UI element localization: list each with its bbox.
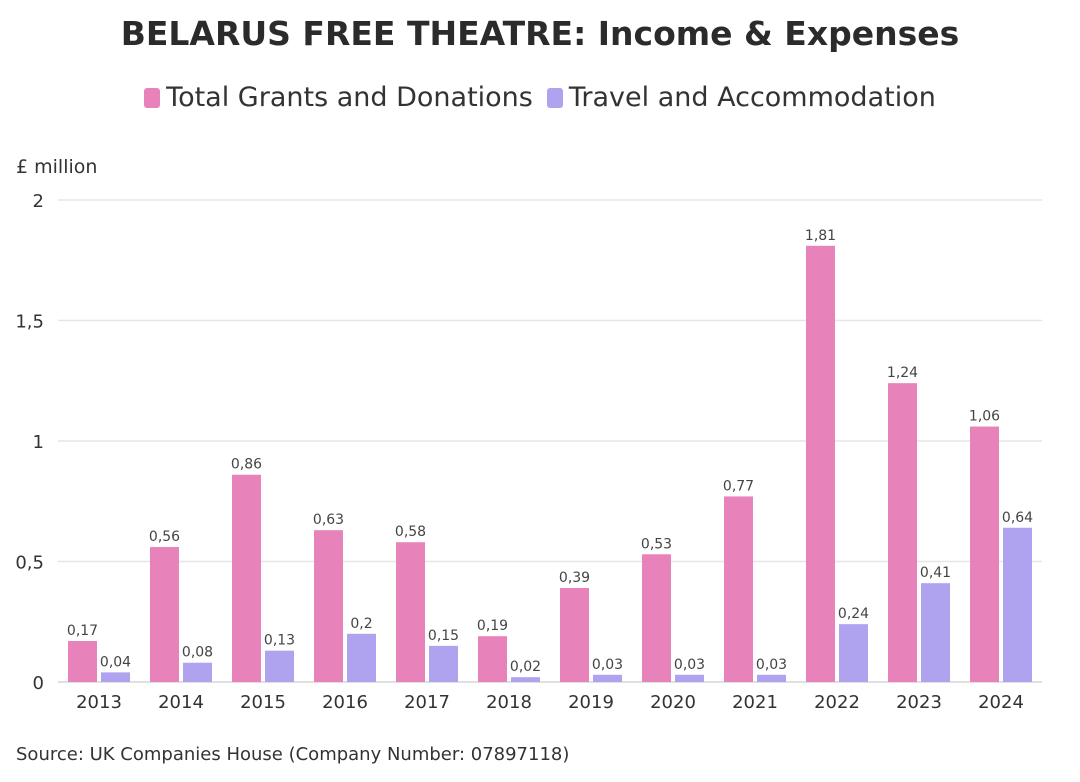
- data-label-grants: 1,81: [805, 228, 836, 244]
- x-tick-label: 2019: [568, 692, 614, 713]
- bar-travel: [593, 674, 622, 682]
- y-tick-label: 0: [33, 673, 44, 694]
- x-tick-label: 2013: [76, 692, 122, 713]
- y-tick-label: 2: [33, 191, 44, 212]
- bar-grants: [232, 474, 261, 682]
- data-label-grants: 0,56: [149, 529, 180, 545]
- bar-grants: [806, 245, 835, 683]
- y-tick-label: 0,5: [15, 553, 44, 574]
- data-label-grants: 0,63: [313, 512, 344, 528]
- legend-swatch-grants: [144, 87, 161, 108]
- legend-item-travel: Travel and Accommodation: [546, 82, 936, 113]
- y-tick-label: 1,5: [15, 312, 44, 333]
- data-label-travel: 0,41: [920, 565, 951, 581]
- bar-travel: [429, 645, 458, 682]
- data-label-travel: 0,64: [1002, 510, 1033, 526]
- bar-grants: [970, 426, 999, 682]
- data-label-travel: 0,03: [592, 657, 623, 673]
- bar-chart: 0 0,5 1 1,5 2 0,170,04 2013 0,56 0,08 2014 0,86 0,1…: [15, 191, 1042, 713]
- data-label-grants: 0,58: [395, 524, 426, 540]
- data-label-grants: 0,19: [477, 618, 508, 634]
- data-label-travel: 0,2: [350, 616, 372, 632]
- x-tick-label: 2015: [240, 692, 286, 713]
- legend-label-travel: Travel and Accommodation: [568, 82, 936, 113]
- x-tick-label: 2023: [896, 692, 942, 713]
- bar-grants: [888, 383, 917, 682]
- x-tick-label: 2016: [322, 692, 368, 713]
- x-tick-label: 2018: [486, 692, 532, 713]
- bar-travel: [511, 677, 540, 682]
- y-tick-label: 1: [33, 432, 44, 453]
- bar-grants: [314, 530, 343, 682]
- x-tick-label: 2021: [732, 692, 778, 713]
- bar-travel: [265, 650, 294, 682]
- data-label-travel: 0,15: [428, 628, 459, 644]
- y-axis-unit-label: £ million: [16, 156, 98, 178]
- x-tick-label: 2024: [978, 692, 1024, 713]
- data-label-grants: 0,86: [231, 457, 262, 473]
- bar-grants: [478, 636, 507, 682]
- data-label-grants: 0,39: [559, 570, 590, 586]
- legend-swatch-travel: [546, 87, 563, 108]
- data-label-grants: 0,17: [67, 623, 98, 639]
- data-label-grants: 0,53: [641, 536, 672, 552]
- legend-label-grants: Total Grants and Donations: [166, 82, 533, 113]
- x-tick-label: 2022: [814, 692, 860, 713]
- bar-travel: [675, 674, 704, 682]
- legend: Total Grants and Donations Travel and Ac…: [0, 82, 1080, 113]
- bar-grants: [68, 641, 97, 682]
- data-label-travel: 0,02: [510, 659, 541, 675]
- bar-travel: [183, 662, 212, 682]
- data-label-grants: 1,24: [887, 365, 918, 381]
- data-label-grants: 1,06: [969, 409, 1000, 425]
- x-tick-label: 2014: [158, 692, 204, 713]
- bar-travel: [839, 624, 868, 682]
- bar-grants: [150, 547, 179, 682]
- chart-title: BELARUS FREE THEATRE: Income & Expenses: [120, 14, 960, 53]
- x-tick-label: 2020: [650, 692, 696, 713]
- source-note: Source: UK Companies House (Company Numb…: [16, 744, 570, 765]
- data-label-travel: 0,04: [100, 654, 131, 670]
- bar-travel: [1003, 527, 1032, 682]
- bar-travel: [757, 674, 786, 682]
- bar-grants: [560, 588, 589, 682]
- bar-grants: [642, 554, 671, 682]
- data-label-grants: 0,77: [723, 478, 754, 494]
- bar-grants: [396, 542, 425, 682]
- legend-item-grants: Total Grants and Donations: [144, 82, 533, 113]
- data-label-travel: 0,24: [838, 606, 869, 622]
- data-label-travel: 0,08: [182, 645, 213, 661]
- bar-travel: [921, 583, 950, 682]
- x-tick-label: 2017: [404, 692, 450, 713]
- data-label-travel: 0,03: [674, 657, 705, 673]
- data-label-travel: 0,03: [756, 657, 787, 673]
- bar-travel: [347, 633, 376, 682]
- bar-grants: [724, 496, 753, 682]
- data-label-travel: 0,13: [264, 633, 295, 649]
- bar-travel: [101, 672, 130, 682]
